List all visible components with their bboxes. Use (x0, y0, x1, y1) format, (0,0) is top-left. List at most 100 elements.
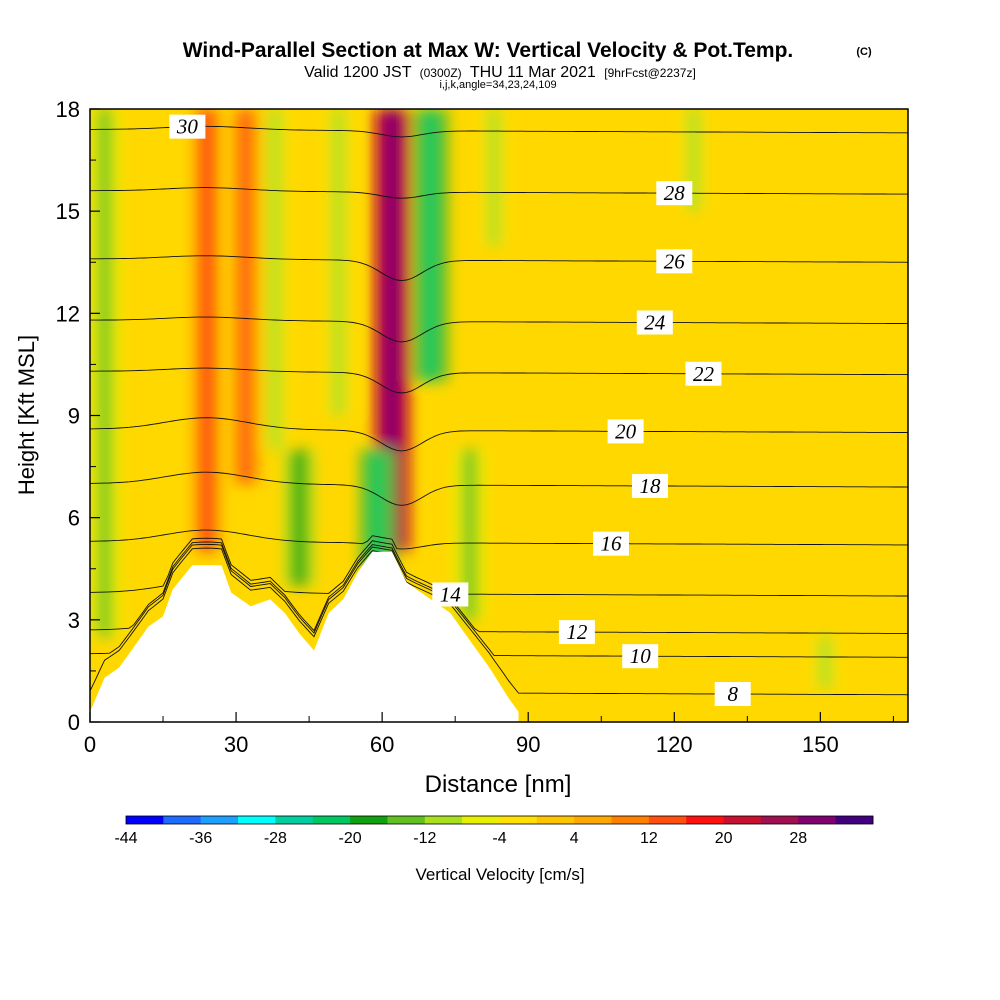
isentrope-line (90, 543, 908, 658)
section-params: i,j,k,angle=34,23,24,109 (439, 79, 556, 91)
isentrope-label-box (656, 249, 693, 274)
isentrope-line (90, 316, 908, 343)
colorbar-tick-label: 28 (789, 830, 807, 847)
isentrope-line (90, 529, 908, 550)
isentrope-label-box (656, 181, 693, 206)
isentrope-label-box (558, 620, 595, 645)
isentrope-label: 26 (656, 249, 693, 274)
y-tick-label: 18 (56, 97, 80, 122)
colorbar-swatch (611, 816, 650, 824)
isentrope-label-text: 24 (644, 310, 666, 334)
velocity-band-core (487, 109, 501, 246)
valid-time-line: Valid 1200 JST (0300Z) THU 11 Mar 2021 [… (304, 64, 696, 81)
colorbar-swatch (648, 816, 687, 824)
velocity-band-core (463, 449, 477, 620)
isentrope-label: 30 (169, 114, 206, 139)
isentrope-line (90, 547, 908, 696)
isentrope-label: 28 (656, 181, 693, 206)
colorbar-swatch (424, 816, 463, 824)
isentrope-label: 24 (636, 310, 673, 335)
isentrope-label-text: 28 (664, 181, 686, 205)
velocity-band-core (239, 109, 253, 484)
colorbar-tick-label: -44 (114, 830, 137, 847)
velocity-band-core (200, 109, 214, 552)
colorbar-swatch (686, 816, 724, 824)
colorbar-tick-label: -28 (264, 830, 287, 847)
isentrope-label: 8 (714, 682, 751, 707)
isentrope-label-text: 30 (176, 115, 199, 139)
colorbar-swatch (275, 816, 314, 824)
isentrope-label-box (631, 473, 668, 498)
colorbar-swatch (200, 816, 239, 824)
y-tick-label: 15 (56, 199, 80, 224)
isentrope-label-box (607, 419, 644, 444)
colorbar-swatch (574, 816, 612, 824)
isentrope-label-text: 22 (693, 362, 715, 386)
velocity-bands (90, 109, 840, 688)
colorbar-tick-label: -4 (492, 830, 506, 847)
x-axis: 0 30 60 90 120 150 (84, 712, 894, 757)
y-tick-label: 3 (68, 608, 80, 633)
x-tick-label: 30 (224, 732, 248, 757)
colorbar-swatch (499, 816, 538, 824)
isentrope-line (90, 367, 908, 394)
x-tick-label: 150 (802, 732, 839, 757)
isentrope-label-text: 18 (639, 474, 661, 498)
y-axis: 0 3 6 9 12 15 18 (56, 97, 100, 735)
isentrope-line (90, 471, 908, 506)
colorbar-tick-label: -36 (189, 830, 212, 847)
copyright-mark: (C) (856, 46, 872, 58)
colorbar-swatch (536, 816, 575, 824)
isentrope-label: 20 (607, 419, 644, 444)
isentrope-label-box (622, 644, 659, 669)
isentrope-label-box (714, 682, 751, 707)
isentrope-line (90, 537, 908, 597)
isentrope-label: 18 (631, 473, 668, 498)
velocity-band-core (98, 109, 111, 637)
x-tick-label: 90 (516, 732, 540, 757)
velocity-band-core (293, 449, 306, 586)
colorbar-tick-label: 4 (570, 830, 579, 847)
valid-date: THU 11 Mar 2021 (470, 64, 596, 81)
colorbar-swatch (350, 816, 388, 824)
valid-utc: (0300Z) (420, 66, 462, 80)
velocity-band-core (332, 109, 345, 416)
isentrope-label: 10 (622, 644, 659, 669)
colorbar-swatch (462, 816, 500, 824)
isentrope-labels: 8 10 12 14 16 18 20 22 24 26 28 30 (169, 114, 751, 707)
colorbar-tick-label: -12 (413, 830, 436, 847)
velocity-band-core (384, 109, 400, 552)
isentrope-label: 16 (592, 531, 629, 556)
colorbar-tick-label: -20 (339, 830, 362, 847)
isentrope-label-box (636, 310, 673, 335)
isentrope-lines (90, 125, 908, 696)
y-tick-label: 0 (68, 710, 80, 735)
colorbar-tick-label: 20 (715, 830, 733, 847)
chart-title: Wind-Parallel Section at Max W: Vertical… (183, 39, 794, 62)
isentrope-label-text: 14 (440, 582, 462, 606)
isentrope-line (90, 125, 908, 138)
isentrope-label: 22 (685, 361, 722, 386)
velocity-band-core (818, 636, 832, 688)
colorbar-swatch (835, 816, 874, 824)
velocity-band-core (268, 109, 282, 450)
isentrope-label-box (685, 361, 722, 386)
isentrope-label-box (432, 582, 469, 607)
isentrope-label-text: 26 (664, 249, 686, 273)
colorbar-frame (125, 815, 874, 825)
isentrope-label-text: 20 (615, 419, 637, 443)
forecast-label: [9hrFcst@2237z] (604, 66, 696, 80)
vertical-velocity-field (90, 109, 840, 688)
isentrope-label-text: 12 (566, 620, 588, 644)
isentrope-line (90, 417, 908, 452)
colorbar-swatch (387, 816, 426, 824)
colorbar-tick-label: 12 (640, 830, 658, 847)
isentrope-line (90, 541, 908, 634)
isentrope-line (90, 255, 908, 282)
y-tick-label: 12 (56, 301, 80, 326)
colorbar-swatch (798, 816, 837, 824)
colorbar-swatch (126, 816, 164, 824)
y-tick-label: 9 (68, 404, 80, 429)
terrain-mask (90, 551, 519, 722)
isentrope-label-text: 8 (727, 682, 738, 706)
